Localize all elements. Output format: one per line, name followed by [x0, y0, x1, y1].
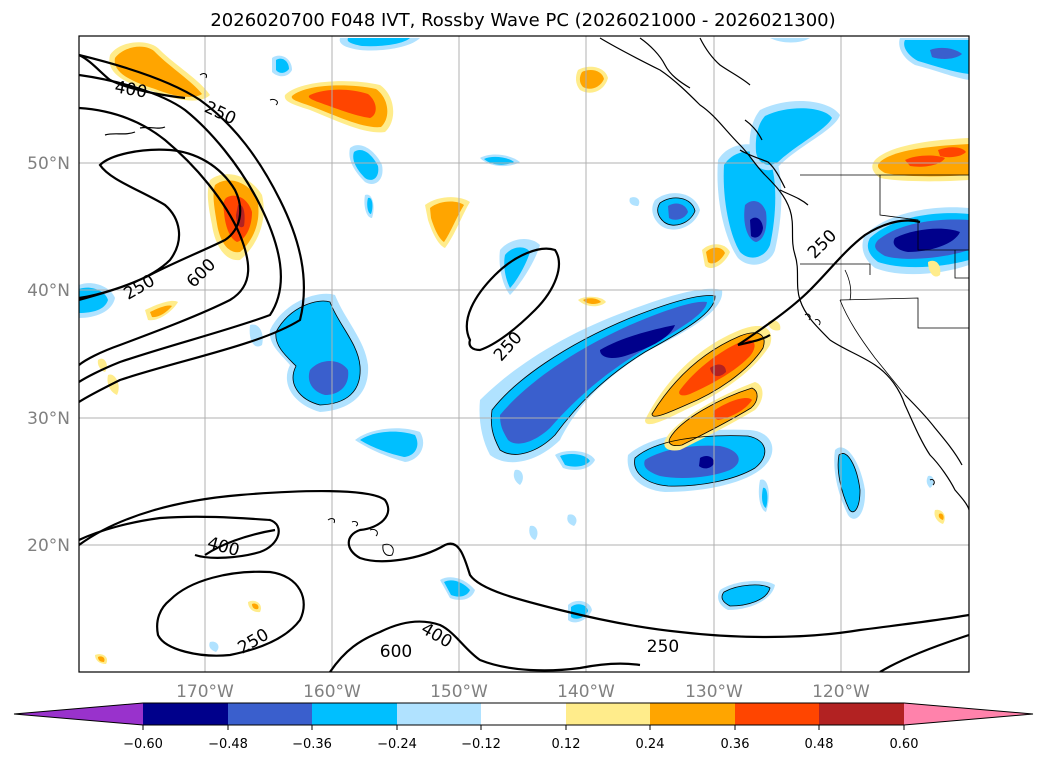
colorbar-tick-label: 0.48: [805, 737, 834, 752]
colorbar-extend-right: [904, 703, 1033, 725]
map-area: 400 250 250 600 250 250 400 250 400 600 …: [79, 36, 969, 672]
map-frame: [78, 35, 970, 673]
colorbar-swatch: [735, 703, 819, 725]
islands: [199, 73, 935, 556]
lat-label: 20°N: [27, 536, 70, 556]
colorbar-tick-label: −0.36: [292, 737, 332, 752]
colorbar-tick-label: −0.60: [123, 737, 163, 752]
colorbar-swatch: [397, 703, 481, 725]
lat-label: 30°N: [27, 409, 70, 429]
colorbar-swatch: [819, 703, 904, 725]
colorbar-tick-label: 0.36: [721, 737, 750, 752]
lon-label: 140°W: [557, 682, 615, 702]
colorbar-tick-label: −0.12: [461, 737, 501, 752]
lon-label: 130°W: [685, 682, 743, 702]
coastlines: [104, 37, 969, 511]
anomaly-outlines: [275, 197, 861, 607]
grid-lines: [79, 36, 969, 672]
colorbar-tick-label: −0.24: [377, 737, 417, 752]
lat-label: 40°N: [27, 281, 70, 301]
lon-label: 170°W: [176, 682, 234, 702]
lon-label: 150°W: [430, 682, 488, 702]
colorbar-swatch: [228, 703, 312, 725]
colorbar: −0.60 −0.48 −0.36 −0.24 −0.12 0.12 0.24 …: [13, 702, 1034, 752]
colorbar-tick-label: 0.24: [636, 737, 665, 752]
colorbar-swatch: [312, 703, 397, 725]
positive-anomaly-fill: [95, 42, 969, 664]
colorbar-swatch: [143, 703, 228, 725]
contour-label: 250: [647, 637, 679, 657]
latitude-labels: 50°N 40°N 30°N 20°N: [27, 154, 70, 556]
longitude-labels: 170°W 160°W 150°W 140°W 130°W 120°W: [176, 682, 870, 702]
colorbar-ticks: [142, 725, 905, 730]
lat-label: 50°N: [27, 154, 70, 174]
lon-label: 160°W: [303, 682, 361, 702]
contour-label: 600: [380, 642, 412, 662]
colorbar-swatch: [650, 703, 735, 725]
colorbar-swatch: [566, 703, 650, 725]
colorbar-tick-label: −0.48: [208, 737, 248, 752]
colorbar-tick-label: 0.60: [890, 737, 919, 752]
colorbar-tick-label: 0.12: [552, 737, 581, 752]
colorbar-extend-left: [14, 703, 143, 725]
lon-label: 120°W: [812, 682, 870, 702]
map-title: 2026020700 F048 IVT, Rossby Wave PC (202…: [210, 10, 835, 31]
colorbar-swatch: [481, 703, 566, 725]
negative-anomaly-fill: [79, 38, 969, 652]
ivt-contours: [79, 53, 969, 672]
land-borders: [800, 174, 969, 396]
